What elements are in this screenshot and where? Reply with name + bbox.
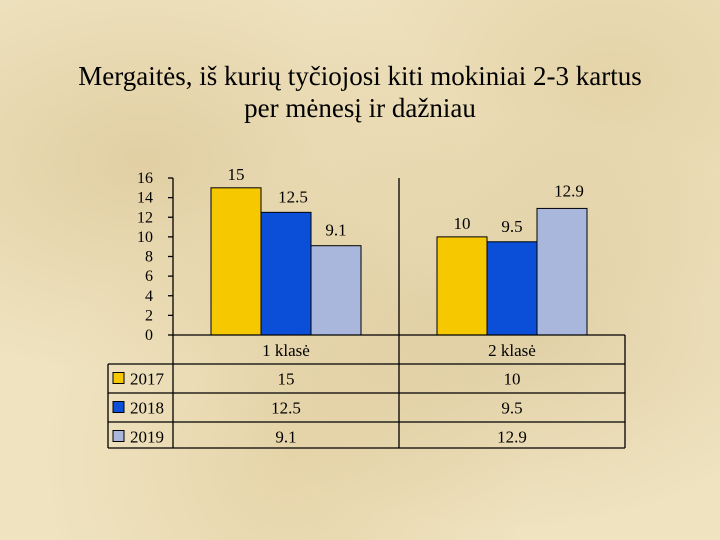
legend-label: 2017: [130, 370, 165, 389]
y-tick-label: 8: [145, 249, 153, 266]
legend-swatch: [112, 430, 125, 442]
bar: [210, 187, 262, 336]
table-value: 9.5: [501, 399, 522, 418]
bar: [310, 245, 362, 336]
labels-layer: 15 12.5 9.1 10 9.5 12.9: [228, 165, 584, 240]
table-value: 12.5: [271, 399, 301, 418]
x-tick-label: 1 klasė: [262, 341, 310, 360]
y-tick-label: 14: [137, 190, 153, 207]
legend-swatch: [112, 401, 125, 413]
data-label: 10: [454, 214, 471, 233]
legend-swatch: [112, 372, 125, 384]
table-value: 9.1: [275, 428, 296, 447]
axis-layer: 0 2 4 6 8 10 12 14 16: [137, 170, 400, 344]
bar: [436, 236, 488, 336]
y-tick-label: 4: [145, 288, 153, 305]
y-tick-label: 2: [145, 307, 153, 324]
bar: [260, 211, 312, 336]
table-value: 15: [278, 370, 295, 389]
table-value: 12.9: [497, 428, 527, 447]
y-tick-label: 0: [145, 327, 153, 344]
bars-layer: [210, 187, 588, 336]
data-label: 9.5: [501, 217, 522, 236]
bar: [536, 207, 588, 336]
chart-title: Mergaitės, iš kurių tyčiojosi kiti mokin…: [78, 61, 642, 123]
y-tick-label: 10: [137, 229, 153, 246]
y-tick-label: 12: [137, 209, 153, 226]
data-label: 9.1: [325, 221, 346, 240]
bar: [486, 241, 538, 336]
data-label: 12.9: [554, 181, 584, 200]
data-label: 15: [228, 165, 245, 184]
y-tick-label: 16: [137, 170, 153, 187]
y-tick-label: 6: [145, 268, 153, 285]
legend-label: 2018: [130, 399, 164, 418]
data-label: 12.5: [278, 187, 308, 206]
data-table: 1 klasė 2 klasė 2017 15 10 2018 12.5 9.5 2019 9.1…: [107, 334, 626, 449]
x-tick-label: 2 klasė: [488, 341, 536, 360]
legend-label: 2019: [130, 428, 164, 447]
table-value: 10: [504, 370, 521, 389]
